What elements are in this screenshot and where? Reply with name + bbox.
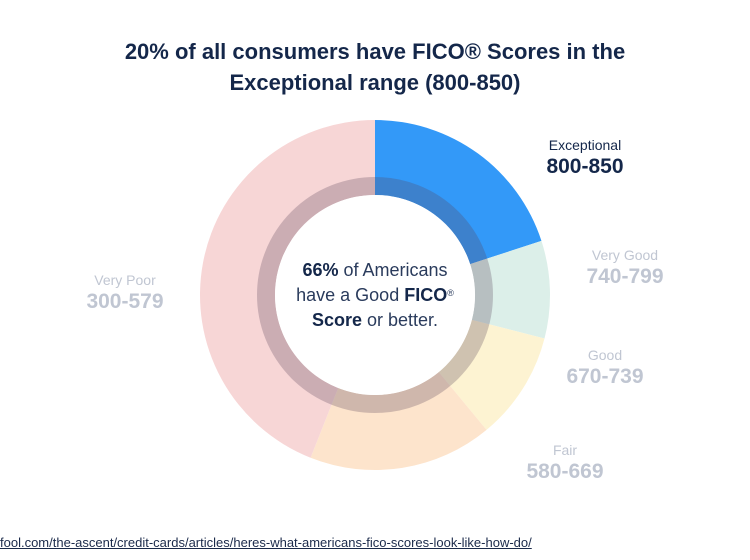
chart-title-line-1: 20% of all consumers have FICO® Scores i… <box>124 39 626 64</box>
label-very-poor: Very Poor 300-579 <box>65 271 185 315</box>
label-very-good: Very Good 740-799 <box>565 246 685 290</box>
chart-title-line-2: Exceptional range (800-850) <box>229 70 521 95</box>
center-fico: FICO <box>404 285 448 305</box>
label-very-good-name: Very Good <box>591 247 659 263</box>
center-text-2: have a Good <box>296 285 405 305</box>
center-percent: 66% <box>302 260 339 280</box>
slice-very-good <box>470 240 550 339</box>
center-text-3: or better. <box>361 310 439 330</box>
label-very-good-range: 740-799 <box>586 265 664 288</box>
inner-ring <box>257 177 493 413</box>
registered-mark: ® <box>447 288 454 298</box>
center-caption: 66% of Americans have a Good FICO® Score… <box>260 258 490 333</box>
label-fair: Fair 580-669 <box>505 441 625 485</box>
chart-title: 20% of all consumers have FICO® Scores i… <box>0 36 750 98</box>
label-exceptional-name: Exceptional <box>548 137 622 153</box>
label-good-range: 670-739 <box>566 365 644 388</box>
center-score: Score <box>311 310 362 330</box>
label-exceptional: Exceptional 800-850 <box>525 136 645 180</box>
label-fair-range: 580-669 <box>526 460 604 483</box>
slice-very-poor <box>199 120 375 458</box>
label-very-poor-range: 300-579 <box>86 290 164 313</box>
slice-good <box>438 319 545 430</box>
slice-exceptional <box>375 120 542 265</box>
source-link[interactable]: fool.com/the-ascent/credit-cards/article… <box>0 535 532 550</box>
center-text-1: of Americans <box>338 260 448 280</box>
label-fair-name: Fair <box>552 442 578 458</box>
label-good: Good 670-739 <box>545 346 665 390</box>
label-very-poor-name: Very Poor <box>94 272 156 288</box>
label-exceptional-range: 800-850 <box>546 155 624 178</box>
slice-fair <box>310 372 487 470</box>
label-good-name: Good <box>587 347 623 363</box>
donut-hole <box>275 195 475 395</box>
